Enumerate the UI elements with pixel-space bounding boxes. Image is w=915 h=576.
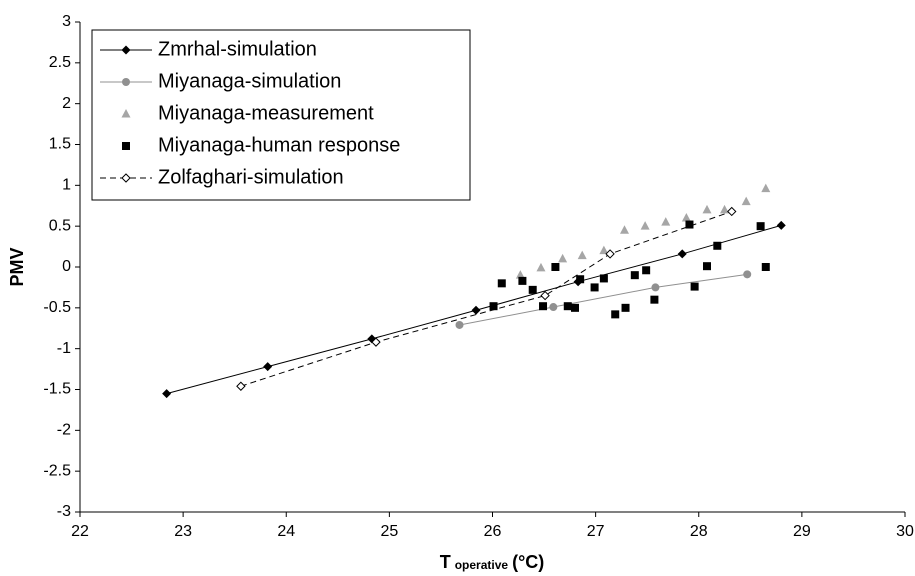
x-tick-label: 29 bbox=[793, 523, 811, 540]
marker bbox=[605, 249, 615, 259]
legend-marker bbox=[121, 45, 131, 55]
marker bbox=[551, 263, 560, 271]
marker bbox=[455, 320, 464, 329]
marker bbox=[703, 262, 711, 271]
y-tick-label: -1 bbox=[57, 340, 71, 357]
marker bbox=[661, 217, 671, 226]
series bbox=[162, 220, 786, 399]
marker bbox=[681, 213, 691, 222]
marker bbox=[776, 220, 786, 230]
marker bbox=[741, 196, 751, 206]
y-tick-label: 1.5 bbox=[49, 136, 71, 153]
marker bbox=[756, 222, 765, 231]
x-tick-label: 27 bbox=[587, 523, 605, 540]
marker bbox=[471, 305, 481, 315]
marker bbox=[743, 270, 752, 279]
marker bbox=[611, 310, 620, 319]
marker bbox=[371, 337, 381, 347]
marker bbox=[650, 295, 659, 304]
x-axis-label-unit: (°C) bbox=[512, 552, 544, 572]
series-line bbox=[459, 273, 748, 326]
y-tick-label: -3 bbox=[57, 503, 71, 520]
y-tick-label: 3 bbox=[62, 13, 71, 30]
marker bbox=[236, 381, 246, 391]
legend-marker bbox=[121, 173, 131, 183]
marker bbox=[549, 303, 558, 312]
marker bbox=[761, 263, 770, 271]
x-axis-label-main: T bbox=[440, 552, 451, 572]
x-axis-label-sub: operative bbox=[455, 558, 509, 572]
marker bbox=[540, 290, 550, 301]
legend-marker bbox=[121, 109, 131, 118]
marker bbox=[640, 221, 650, 230]
marker bbox=[162, 389, 172, 399]
legend-label: Miyanaga-human response bbox=[158, 134, 400, 156]
marker bbox=[536, 262, 546, 272]
marker bbox=[563, 302, 572, 311]
y-tick-label: 2 bbox=[62, 95, 71, 112]
y-tick-label: -2.5 bbox=[43, 462, 71, 479]
marker bbox=[489, 302, 498, 311]
marker bbox=[685, 220, 694, 229]
y-tick-label: -1.5 bbox=[43, 381, 71, 398]
legend-label: Zmrhal-simulation bbox=[158, 38, 317, 60]
x-tick-label: 22 bbox=[71, 523, 89, 540]
marker bbox=[761, 183, 771, 193]
legend-box bbox=[91, 29, 471, 201]
series-line bbox=[240, 210, 732, 387]
marker bbox=[518, 276, 527, 285]
marker bbox=[630, 271, 639, 280]
x-tick-label: 23 bbox=[174, 523, 192, 540]
marker bbox=[621, 303, 630, 312]
series bbox=[236, 206, 737, 391]
legend-label: Miyanaga-simulation bbox=[158, 70, 341, 92]
marker bbox=[528, 285, 537, 294]
marker bbox=[515, 270, 525, 279]
y-tick-label: -0.5 bbox=[43, 299, 71, 316]
series bbox=[515, 183, 771, 279]
x-tick-label: 30 bbox=[896, 523, 914, 540]
marker bbox=[651, 283, 660, 292]
x-tick-label: 28 bbox=[690, 523, 708, 540]
y-tick-label: 0.5 bbox=[49, 217, 71, 234]
legend-label: Zolfaghari-simulation bbox=[158, 166, 344, 188]
marker bbox=[539, 302, 548, 311]
y-tick-label: -2 bbox=[57, 422, 71, 439]
y-tick-label: 2.5 bbox=[49, 54, 71, 71]
marker bbox=[576, 275, 585, 284]
x-tick-label: 26 bbox=[484, 523, 502, 540]
series bbox=[455, 270, 752, 329]
marker bbox=[263, 362, 273, 372]
marker bbox=[702, 204, 712, 214]
marker bbox=[497, 279, 506, 288]
marker bbox=[620, 225, 629, 234]
marker bbox=[727, 206, 737, 217]
y-axis-label: PMV bbox=[7, 247, 27, 286]
marker bbox=[713, 241, 722, 250]
marker bbox=[677, 249, 687, 259]
y-tick-label: 1 bbox=[62, 177, 71, 194]
marker bbox=[558, 253, 568, 263]
x-tick-label: 25 bbox=[380, 523, 398, 540]
legend-marker bbox=[122, 78, 130, 86]
y-tick-label: 0 bbox=[62, 258, 71, 275]
legend-label: Miyanaga-measurement bbox=[158, 102, 374, 124]
series bbox=[489, 220, 770, 319]
marker bbox=[571, 303, 579, 312]
x-tick-label: 24 bbox=[277, 523, 295, 540]
marker bbox=[577, 250, 587, 260]
marker bbox=[599, 274, 608, 283]
legend-marker bbox=[122, 142, 130, 150]
marker bbox=[720, 204, 730, 214]
marker bbox=[590, 283, 599, 292]
marker bbox=[599, 245, 609, 255]
marker bbox=[642, 266, 651, 275]
marker bbox=[690, 282, 699, 291]
